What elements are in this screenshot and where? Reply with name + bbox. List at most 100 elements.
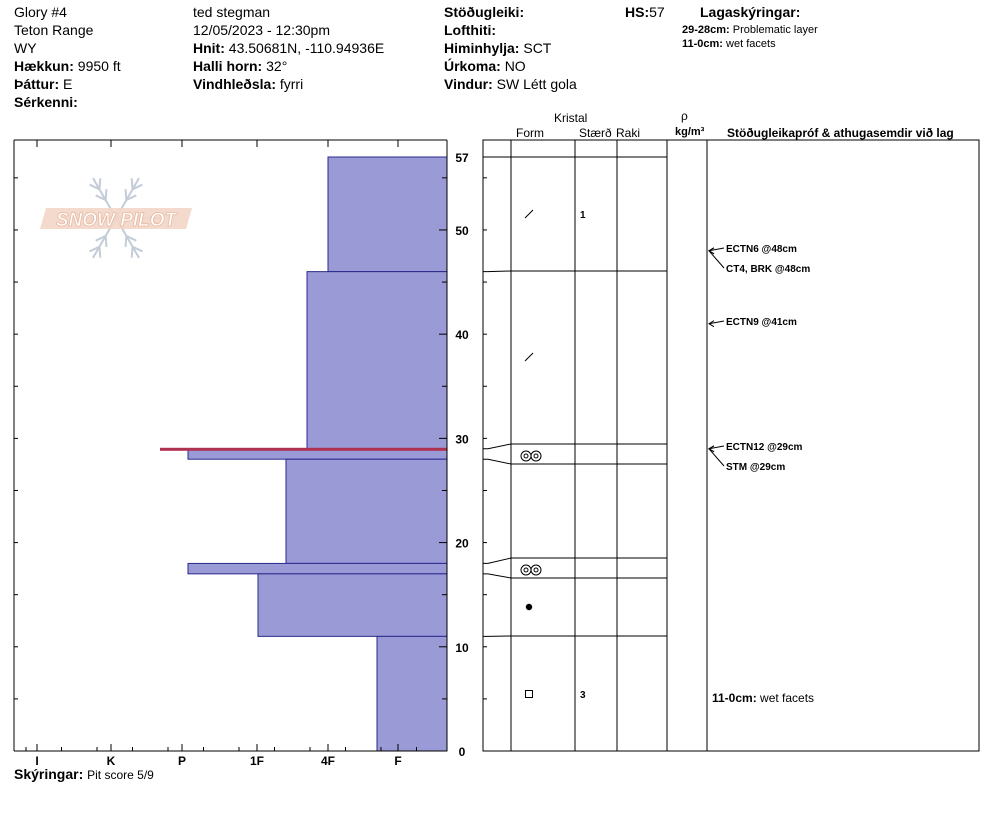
test-arrowhead	[708, 247, 715, 255]
melt-freeze-icon	[523, 567, 529, 573]
layer-note-range: 29-28cm:	[682, 24, 730, 36]
layer-comment-range: 11-0cm:	[712, 691, 760, 705]
layer-connector	[483, 443, 512, 450]
layer-connector	[483, 270, 512, 273]
layer-connector	[483, 573, 512, 579]
melt-freeze-icon	[520, 450, 532, 462]
decomposing-icon	[524, 352, 534, 362]
wind-loading-value: fyrri	[279, 76, 304, 92]
test-arrow	[708, 250, 725, 269]
test-arrow	[708, 320, 725, 325]
logo-band	[40, 208, 192, 229]
comments-label: Skýringar:	[14, 766, 84, 782]
melt-freeze-icon	[533, 567, 539, 573]
test-arrow	[708, 448, 725, 467]
features-label: Sérkenni:	[14, 94, 78, 110]
grain-size-label: 3	[580, 690, 586, 701]
hardness-layer-bar	[376, 635, 448, 752]
sky-value: SCT	[523, 40, 552, 56]
comments-value: Pit score 5/9	[87, 768, 154, 782]
depth-tick-label: 50	[455, 224, 469, 238]
layer-comment: 11-0cm: wet facets	[712, 691, 814, 705]
depth-tick-label: 40	[455, 328, 469, 342]
snowflake-icon	[89, 245, 100, 253]
slope-value: 32°	[266, 58, 288, 74]
wind-value: SW Létt gola	[496, 76, 577, 92]
snowflake-icon	[132, 245, 143, 253]
observer-name: ted stegman	[193, 4, 271, 20]
hs-value: 57	[649, 4, 665, 20]
hardness-tick-label: F	[394, 754, 401, 768]
hardness-layers	[160, 156, 448, 752]
snowflake-icon	[132, 183, 143, 191]
stability-test-label: ECTN6 @48cm	[726, 244, 797, 255]
elevation-value: 9950 ft	[77, 58, 121, 74]
decomposing-icon	[524, 209, 534, 219]
hardness-tick-label: 4F	[321, 754, 335, 768]
melt-freeze-icon	[533, 453, 539, 459]
coords-value: 43.50681N, -110.94936E	[228, 40, 385, 56]
precip-value: NO	[504, 58, 526, 74]
snowflake-icon	[125, 194, 137, 201]
snowflake-icon	[130, 178, 134, 190]
depth-tick-label: 10	[455, 641, 469, 655]
elevation: Hækkun: 9950 ft	[14, 57, 121, 75]
hardness-layer-bar	[257, 573, 448, 637]
depth-tick-label: 57	[455, 151, 469, 165]
aspect-value: E	[63, 76, 73, 92]
elevation-label: Hækkun:	[14, 58, 74, 74]
moisture-header: Raki	[616, 126, 641, 140]
melt-freeze-icon	[530, 564, 542, 576]
layer-note-text: Problematic layer	[732, 24, 818, 36]
snowflake-icon	[89, 183, 100, 191]
hardness-tick-label: I	[35, 754, 38, 768]
snowpilot-logo: SNOW PILOT	[40, 177, 192, 259]
state-name: WY	[14, 40, 37, 56]
wind-label: Vindur:	[444, 76, 493, 92]
precip-label: Úrkoma:	[444, 58, 501, 74]
facets-icon	[525, 690, 533, 698]
layer-note-text: wet facets	[726, 38, 776, 50]
stability-label: Stöðugleiki:	[444, 4, 525, 20]
snowflake-icon	[98, 178, 102, 190]
layer-note-range: 11-0cm:	[682, 38, 723, 50]
stability-test-label: STM @29cm	[726, 462, 785, 473]
hardness-layer-bar	[327, 156, 448, 273]
hardness-tick-label: P	[178, 754, 186, 768]
pit-name: Glory #4	[14, 4, 67, 20]
coords-label: Hnit:	[193, 40, 225, 56]
snowflake-icon	[124, 189, 128, 201]
snowflake-icon	[95, 235, 107, 242]
snowflake-icon	[98, 246, 102, 258]
logo-text: SNOW PILOT	[56, 210, 178, 231]
profile-frame: 0 10 20 30 40 50 57 F 4F 1F P K I	[13, 139, 469, 768]
stability-test-label: CT4, BRK @48cm	[726, 264, 810, 275]
snowflake-icon	[104, 189, 108, 201]
sky-label: Himinhylja:	[444, 40, 520, 56]
slope-label: Halli horn:	[193, 58, 263, 74]
depth-tick-label: 30	[455, 432, 469, 446]
crystal-header: Kristal	[554, 111, 588, 125]
precipitation: Úrkoma: NO	[444, 57, 526, 75]
snow-height: HS:57	[625, 3, 665, 21]
wind-loading: Vindhleðsla: fyrri	[193, 75, 303, 93]
melt-freeze-icon	[520, 564, 532, 576]
snowflake-icon	[124, 235, 128, 247]
coordinates: Hnit: 43.50681N, -110.94936E	[193, 39, 384, 57]
crystal-table-frame	[482, 139, 980, 752]
graupel-icon	[525, 603, 533, 611]
tests-header: Stöðugleikapróf & athugasemdir við lag	[727, 126, 954, 140]
density-symbol: ρ	[681, 109, 688, 123]
test-arrow	[708, 445, 725, 450]
problem-layer-marker	[160, 447, 447, 451]
layer-notes-title: Lagaskýringar:	[700, 4, 801, 20]
size-header: Stærð	[579, 126, 612, 140]
test-arrowhead	[708, 445, 715, 453]
melt-freeze-icon	[523, 453, 529, 459]
layer-connector	[483, 557, 512, 564]
hardness-layer-bar	[306, 271, 448, 450]
snowflake-icon	[125, 235, 137, 242]
snowflake-icon	[130, 246, 134, 258]
range-name: Teton Range	[14, 22, 94, 38]
